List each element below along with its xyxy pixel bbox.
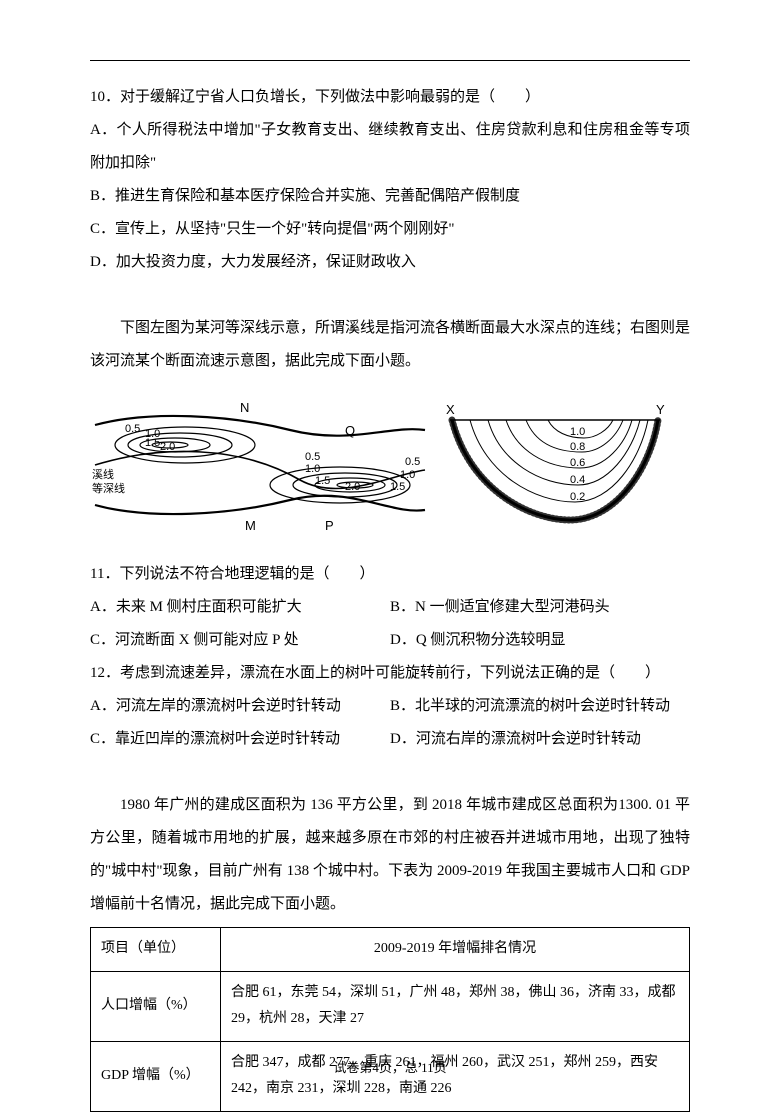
page-footer: 试卷第4页，总 11页 [0,1054,780,1083]
label-xi: 溪线 [92,467,114,481]
cross-section-diagram: 1.0 0.8 0.6 0.4 0.2 X Y [440,400,670,530]
q11-opt-b: B．N 一侧适宜修建大型河港码头 [390,591,690,624]
contour-value: 1.0 [400,469,415,481]
contour-value: 0.2 [570,491,585,503]
q12-opt-a: A．河流左岸的漂流树叶会逆时针转动 [90,690,390,723]
contour-value: 0.6 [570,457,585,469]
q10-stem: 10．对于缓解辽宁省人口负增长，下列做法中影响最弱的是（ ） [90,81,690,114]
q11-row-ab: A．未来 M 侧村庄面积可能扩大 B．N 一侧适宜修建大型河港码头 [90,591,690,624]
q12-stem: 12．考虑到流速差异，漂流在水面上的树叶可能旋转前行，下列说法正确的是（ ） [90,657,690,690]
q11-stem: 11．下列说法不符合地理逻辑的是（ ） [90,558,690,591]
q12-opt-d: D．河流右岸的漂流树叶会逆时针转动 [390,723,690,756]
label-q: Q [345,423,355,438]
table-row-value: 合肥 61，东莞 54，深圳 51，广州 48，郑州 38，佛山 36，济南 3… [221,971,690,1041]
river-plan-diagram: 0.5 1.0 1.5 2.0 0.5 1.0 1.5 2.0 1.5 1.0 … [90,390,430,540]
contour-value: 1.5 [315,475,330,487]
contour-value: 0.5 [305,451,320,463]
contour-value: 1.0 [570,426,585,438]
table-header-right: 2009-2019 年增幅排名情况 [221,928,690,972]
q12-opt-b: B．北半球的河流漂流的树叶会逆时针转动 [390,690,690,723]
table-header-row: 项目（单位） 2009-2019 年增幅排名情况 [91,928,690,972]
q11-opt-d: D．Q 侧沉积物分选较明显 [390,624,690,657]
label-m: M [245,518,256,533]
label-n: N [240,400,249,415]
q12-row-ab: A．河流左岸的漂流树叶会逆时针转动 B．北半球的河流漂流的树叶会逆时针转动 [90,690,690,723]
q12-row-cd: C．靠近凹岸的漂流树叶会逆时针转动 D．河流右岸的漂流树叶会逆时针转动 [90,723,690,756]
q10-opt-d: D．加大投资力度，大力发展经济，保证财政收入 [90,246,690,279]
q12-opt-c: C．靠近凹岸的漂流树叶会逆时针转动 [90,723,390,756]
table-header-left: 项目（单位） [91,928,221,972]
contour-value: 0.5 [125,423,140,435]
q11-opt-c: C．河流断面 X 侧可能对应 P 处 [90,624,390,657]
contour-value: 2.0 [160,441,175,453]
contour-value: 1.0 [305,463,320,475]
contour-value: 0.5 [405,456,420,468]
q11-opt-a: A．未来 M 侧村庄面积可能扩大 [90,591,390,624]
contour-value: 0.8 [570,441,585,453]
passage-11-12: 下图左图为某河等深线示意，所谓溪线是指河流各横断面最大水深点的连线；右图则是该河… [90,312,690,378]
passage-13: 1980 年广州的建成区面积为 136 平方公里，到 2018 年城市建成区总面… [90,789,690,921]
figure-row: 0.5 1.0 1.5 2.0 0.5 1.0 1.5 2.0 1.5 1.0 … [90,390,690,540]
q10-opt-a: A．个人所得税法中增加"子女教育支出、继续教育支出、住房贷款利息和住房租金等专项… [90,114,690,180]
growth-table: 项目（单位） 2009-2019 年增幅排名情况 人口增幅（%） 合肥 61，东… [90,927,690,1112]
q10-opt-c: C．宣传上，从坚持"只生一个好"转向提倡"两个刚刚好" [90,213,690,246]
q10-opt-b: B．推进生育保险和基本医疗保险合并实施、完善配偶陪产假制度 [90,180,690,213]
label-x: X [446,402,455,417]
contour-value: 0.4 [570,474,585,486]
contour-value: 1.5 [145,437,160,449]
label-deng: 等深线 [92,481,125,495]
top-rule [90,60,690,61]
label-y: Y [656,402,665,417]
table-row: 人口增幅（%） 合肥 61，东莞 54，深圳 51，广州 48，郑州 38，佛山… [91,971,690,1041]
q11-row-cd: C．河流断面 X 侧可能对应 P 处 D．Q 侧沉积物分选较明显 [90,624,690,657]
contour-value: 1.5 [390,481,405,493]
contour-value: 2.0 [345,481,360,493]
table-row-label: 人口增幅（%） [91,971,221,1041]
label-p: P [325,518,334,533]
